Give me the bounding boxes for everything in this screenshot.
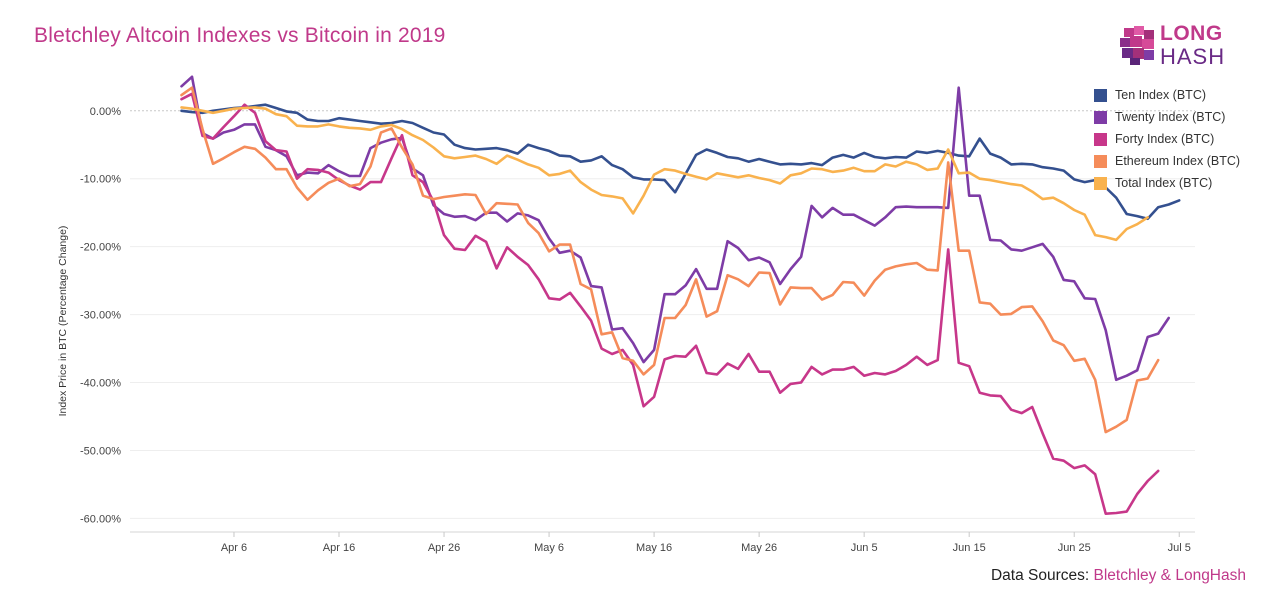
- legend-swatch: [1094, 88, 1107, 102]
- chart-title: Bletchley Altcoin Indexes vs Bitcoin in …: [34, 24, 446, 47]
- series-line: [180, 103, 1181, 221]
- legend-swatch: [1094, 110, 1107, 124]
- y-tick-label: -60.00%: [80, 513, 121, 525]
- grid-lines: [130, 110, 1195, 519]
- legend-item: Ten Index (BTC): [1094, 84, 1240, 106]
- series-lines: [180, 75, 1181, 516]
- axes: 0.00% -10.00% -20.00% -30.00% -40.00% -50.00%…: [57, 106, 1195, 554]
- x-tick-label: Apr 26: [428, 542, 460, 554]
- legend-item: Total Index (BTC): [1094, 172, 1240, 194]
- cube-logo-icon: [1120, 26, 1154, 65]
- legend-label: Total Index (BTC): [1115, 176, 1213, 190]
- series-line: [180, 86, 1160, 434]
- data-sources-names: Bletchley & LongHash: [1093, 567, 1246, 584]
- x-tick-label: May 26: [741, 542, 777, 554]
- x-tick-label: Jun 5: [851, 542, 878, 554]
- data-sources: Data Sources: Bletchley & LongHash: [991, 567, 1246, 585]
- legend-item: Forty Index (BTC): [1094, 128, 1240, 150]
- legend-label: Twenty Index (BTC): [1115, 110, 1226, 124]
- x-tick-label: Apr 16: [323, 542, 355, 554]
- data-sources-prefix: Data Sources:: [990, 567, 1094, 584]
- x-tick-label: Apr 6: [221, 542, 247, 554]
- y-tick-label: -50.00%: [80, 445, 121, 457]
- series-line: [180, 75, 1170, 382]
- x-tick-label: May 6: [534, 542, 564, 554]
- legend-swatch: [1094, 154, 1107, 168]
- legend: Ten Index (BTC) Twenty Index (BTC) Forty I…: [1094, 84, 1240, 194]
- y-tick-label: 0.00%: [90, 106, 121, 118]
- legend-label: Forty Index (BTC): [1115, 132, 1215, 146]
- legend-label: Ten Index (BTC): [1115, 88, 1207, 102]
- x-tick-label: Jun 25: [1058, 542, 1091, 554]
- legend-item: Ethereum Index (BTC): [1094, 150, 1240, 172]
- y-tick-label: -40.00%: [80, 378, 121, 390]
- logo-word-long: LONG: [1160, 22, 1223, 45]
- legend-swatch: [1094, 132, 1107, 146]
- logo-word-hash: HASH: [1160, 44, 1226, 69]
- series-line: [180, 106, 1149, 242]
- legend-swatch: [1094, 176, 1107, 190]
- y-tick-label: -30.00%: [80, 310, 121, 322]
- legend-label: Ethereum Index (BTC): [1115, 154, 1241, 168]
- y-tick-label: -10.00%: [80, 174, 121, 186]
- y-axis-label: Index Price in BTC (Percentage Change): [57, 226, 69, 417]
- legend-item: Twenty Index (BTC): [1094, 106, 1240, 128]
- x-tick-label: May 16: [636, 542, 672, 554]
- y-tick-label: -20.00%: [80, 242, 121, 254]
- x-tick-label: Jun 15: [953, 542, 986, 554]
- longhash-logo: LONG HASH: [1118, 22, 1238, 72]
- x-tick-label: Jul 5: [1168, 542, 1191, 554]
